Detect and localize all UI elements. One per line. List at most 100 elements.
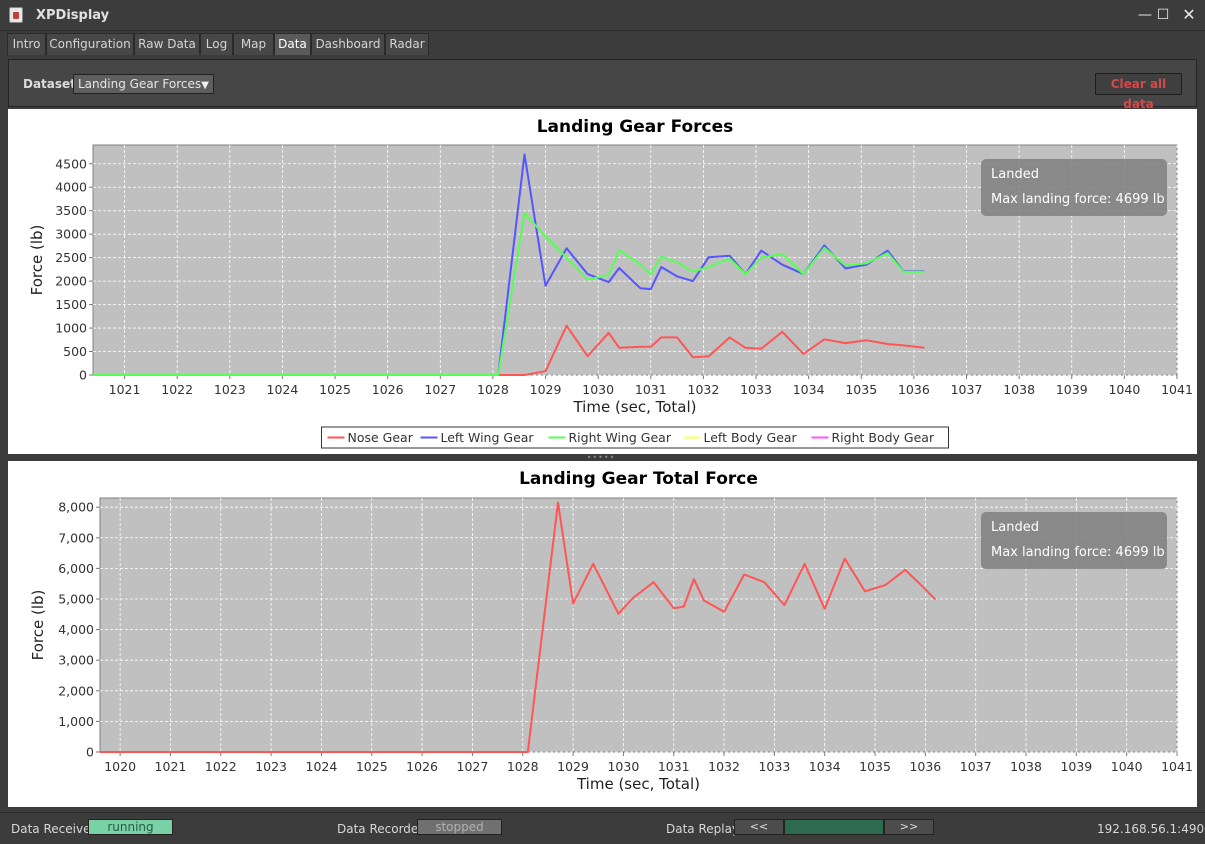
- x-tick-label: 1025: [319, 382, 351, 397]
- dataset-select[interactable]: Landing Gear Forces ▼: [73, 74, 214, 94]
- landing-gear-forces-svg: Landing Gear Forces 1021 1022 1023 1024 1025 1…: [28, 117, 1193, 449]
- series-line-total: [100, 501, 937, 753]
- x-tick-label: 1021: [109, 382, 141, 397]
- tab-configuration[interactable]: Configuration: [46, 33, 134, 55]
- data-recorder-status[interactable]: stopped: [417, 819, 502, 835]
- y-tick-label: 4000: [55, 180, 87, 195]
- tab-dashboard[interactable]: Dashboard: [311, 33, 385, 55]
- replay-progress-bar[interactable]: [784, 819, 884, 835]
- x-tick-label: 1030: [582, 382, 614, 397]
- dataset-toolbar: Dataset: Landing Gear Forces ▼ Clear all…: [8, 59, 1197, 111]
- legend-label: Right Wing Gear: [569, 430, 672, 445]
- legend-label: Left Body Gear: [704, 430, 798, 445]
- landing-gear-forces-chart[interactable]: Landing Gear Forces 1021 1022 1023 1024 1025 1…: [8, 109, 1197, 454]
- y-axis-label: Force (lb): [28, 225, 46, 296]
- y-tick-label: 4500: [55, 156, 87, 171]
- x-tick-label: 1032: [708, 759, 740, 774]
- x-axis-label: Time (sec, Total): [572, 398, 696, 416]
- network-address: 192.168.56.1:49003: [1097, 822, 1205, 836]
- tab-raw-data[interactable]: Raw Data: [134, 33, 200, 55]
- x-tick-label: 1035: [859, 759, 891, 774]
- y-tick-label: 2,000: [58, 683, 94, 698]
- x-tick-label: 1020: [104, 759, 136, 774]
- x-tick-label: 1034: [793, 382, 825, 397]
- window-title: XPDisplay: [36, 8, 110, 23]
- legend-label: Left Wing Gear: [441, 430, 535, 445]
- java-app-icon: [9, 7, 23, 23]
- x-tick-label: 1039: [1056, 382, 1088, 397]
- x-tick-label: 1036: [909, 759, 941, 774]
- x-tick-label: 1023: [214, 382, 246, 397]
- legend-label: Nose Gear: [348, 430, 414, 445]
- tab-map[interactable]: Map: [233, 33, 274, 55]
- landing-gear-total-force-chart[interactable]: Landing Gear Total Force 1020 1021 1022 1023…: [8, 461, 1197, 807]
- title-bar: XPDisplay — ☐ ✕: [0, 0, 1205, 31]
- minimize-icon[interactable]: —: [1138, 7, 1152, 23]
- data-receiver-status[interactable]: running: [88, 819, 173, 835]
- x-tick-label: 1021: [155, 759, 187, 774]
- legend-box: [321, 426, 949, 449]
- x-tick-label: 1033: [740, 382, 772, 397]
- tab-bar: Intro Configuration Raw Data Log Map Dat…: [0, 31, 1205, 55]
- x-tick-label: 1022: [161, 382, 193, 397]
- x-tick-label: 1029: [557, 759, 589, 774]
- x-tick-label: 1041: [1161, 382, 1193, 397]
- chart-title: Landing Gear Total Force: [519, 469, 758, 489]
- landed-annotation-box: [981, 512, 1167, 569]
- annotation-status: Landed: [991, 520, 1039, 535]
- x-tick-label: 1039: [1060, 759, 1092, 774]
- y-tick-label: 500: [63, 344, 87, 359]
- close-icon[interactable]: ✕: [1182, 5, 1196, 24]
- y-tick-label: 2500: [55, 250, 87, 265]
- status-bar: Data Receiver: running Data Recorder: st…: [0, 812, 1205, 844]
- tab-log[interactable]: Log: [200, 33, 233, 55]
- y-tick-label: 0: [79, 368, 87, 383]
- chevron-down-icon: ▼: [201, 80, 209, 91]
- tab-data[interactable]: Data: [274, 33, 311, 55]
- x-tick-label: 1025: [356, 759, 388, 774]
- x-tick-label: 1031: [635, 382, 667, 397]
- tab-radar[interactable]: Radar: [385, 33, 429, 55]
- y-tick-label: 5,000: [58, 591, 94, 606]
- maximize-icon[interactable]: ☐: [1156, 7, 1170, 23]
- y-tick-label: 1,000: [58, 714, 94, 729]
- x-tick-label: 1035: [845, 382, 877, 397]
- x-tick-label: 1027: [457, 759, 489, 774]
- x-tick-label: 1037: [951, 382, 983, 397]
- y-tick-label: 2000: [55, 274, 87, 289]
- x-tick-label: 1028: [477, 382, 509, 397]
- y-tick-label: 4,000: [58, 622, 94, 637]
- x-tick-label: 1038: [1003, 382, 1035, 397]
- replay-back-button[interactable]: <<: [734, 819, 784, 835]
- data-receiver-label: Data Receiver:: [11, 822, 100, 836]
- x-tick-label: 1032: [688, 382, 720, 397]
- x-tick-label: 1022: [205, 759, 237, 774]
- series-line-nose-gear: [93, 324, 925, 376]
- x-tick-label: 1036: [898, 382, 930, 397]
- x-tick-label: 1027: [424, 382, 456, 397]
- replay-forward-button[interactable]: >>: [884, 819, 934, 835]
- legend-label: Right Body Gear: [832, 430, 935, 445]
- x-tick-label: 1040: [1108, 382, 1140, 397]
- landing-gear-total-force-svg: Landing Gear Total Force 1020 1021 1022 1023…: [29, 469, 1193, 793]
- x-tick-label: 1034: [809, 759, 841, 774]
- y-axis-label: Force (lb): [29, 590, 47, 661]
- dataset-label: Dataset:: [23, 77, 81, 91]
- split-pane-divider[interactable]: •••••: [0, 454, 1205, 462]
- x-tick-label: 1037: [960, 759, 992, 774]
- x-tick-label: 1024: [267, 382, 299, 397]
- annotation-max-force: Max landing force: 4699 lb: [991, 192, 1165, 207]
- x-tick-label: 1028: [507, 759, 539, 774]
- tab-intro[interactable]: Intro: [7, 33, 46, 55]
- x-tick-label: 1026: [406, 759, 438, 774]
- y-tick-label: 6,000: [58, 561, 94, 576]
- x-tick-label: 1024: [306, 759, 338, 774]
- y-tick-label: 0: [86, 745, 94, 760]
- clear-all-data-button[interactable]: Clear all data: [1095, 73, 1182, 111]
- y-tick-label: 7,000: [58, 530, 94, 545]
- annotation-max-force: Max landing force: 4699 lb: [991, 545, 1165, 560]
- x-axis-label: Time (sec, Total): [576, 775, 700, 793]
- series-line-right-wing-gear: [93, 212, 925, 376]
- y-tick-label: 1500: [55, 297, 87, 312]
- y-tick-label: 3500: [55, 203, 87, 218]
